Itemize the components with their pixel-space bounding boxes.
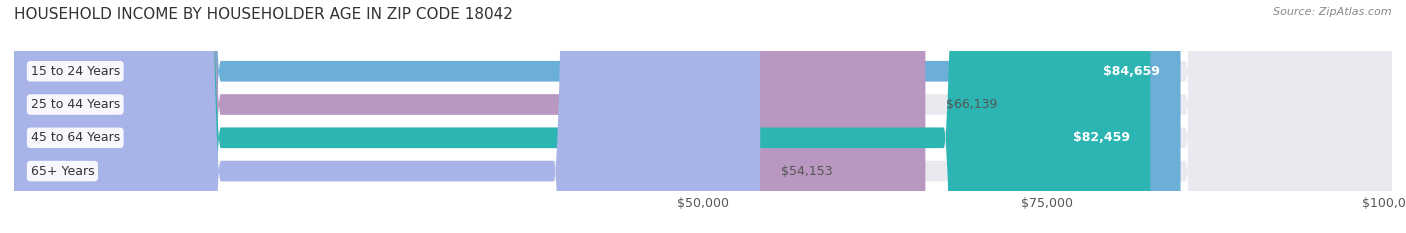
Text: $84,659: $84,659: [1104, 65, 1160, 78]
FancyBboxPatch shape: [14, 0, 1392, 233]
Text: 25 to 44 Years: 25 to 44 Years: [31, 98, 120, 111]
FancyBboxPatch shape: [14, 0, 925, 233]
Text: 45 to 64 Years: 45 to 64 Years: [31, 131, 120, 144]
Text: $54,153: $54,153: [780, 164, 832, 178]
Text: $66,139: $66,139: [946, 98, 997, 111]
FancyBboxPatch shape: [14, 0, 1392, 233]
FancyBboxPatch shape: [14, 0, 761, 233]
FancyBboxPatch shape: [14, 0, 1181, 233]
Text: 15 to 24 Years: 15 to 24 Years: [31, 65, 120, 78]
FancyBboxPatch shape: [14, 0, 1392, 233]
Text: HOUSEHOLD INCOME BY HOUSEHOLDER AGE IN ZIP CODE 18042: HOUSEHOLD INCOME BY HOUSEHOLDER AGE IN Z…: [14, 7, 513, 22]
Text: Source: ZipAtlas.com: Source: ZipAtlas.com: [1274, 7, 1392, 17]
Text: 65+ Years: 65+ Years: [31, 164, 94, 178]
Text: $82,459: $82,459: [1073, 131, 1129, 144]
FancyBboxPatch shape: [14, 0, 1392, 233]
FancyBboxPatch shape: [14, 0, 1150, 233]
